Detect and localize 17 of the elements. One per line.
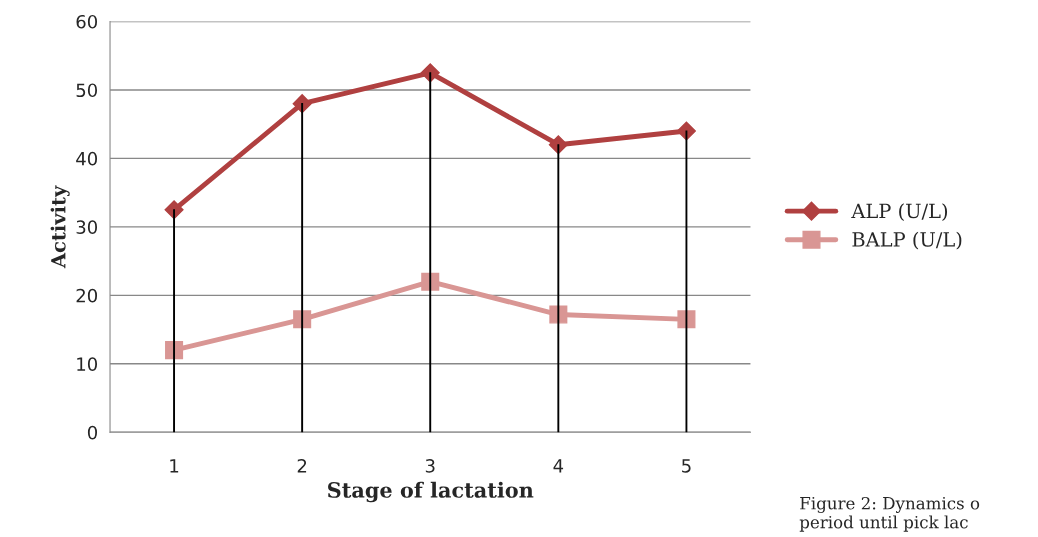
legend-label: BALP (U/L) [852,231,962,250]
y-tick-label: 20 [76,288,98,303]
legend-label: ALP (U/L) [851,203,948,222]
y-tick-label: 0 [87,425,98,440]
x-axis-title: Stage of lactation [328,481,534,503]
x-tick-label: 2 [297,458,307,473]
caption: Figure 2: Dynamics o period until pick lac [799,496,980,532]
y-tick-label: 30 [76,220,98,234]
y-axis-title: Activity [50,185,70,269]
x-tick-label: 5 [682,459,691,473]
x-tick-label: 1 [170,459,179,473]
y-tick-label: 50 [76,83,98,98]
x-tick-label: 4 [553,459,564,473]
x-tick-label: 3 [425,458,435,473]
y-tick-label: 40 [76,151,98,166]
y-tick-label: 60 [76,14,98,29]
y-tick-label: 10 [77,357,98,371]
